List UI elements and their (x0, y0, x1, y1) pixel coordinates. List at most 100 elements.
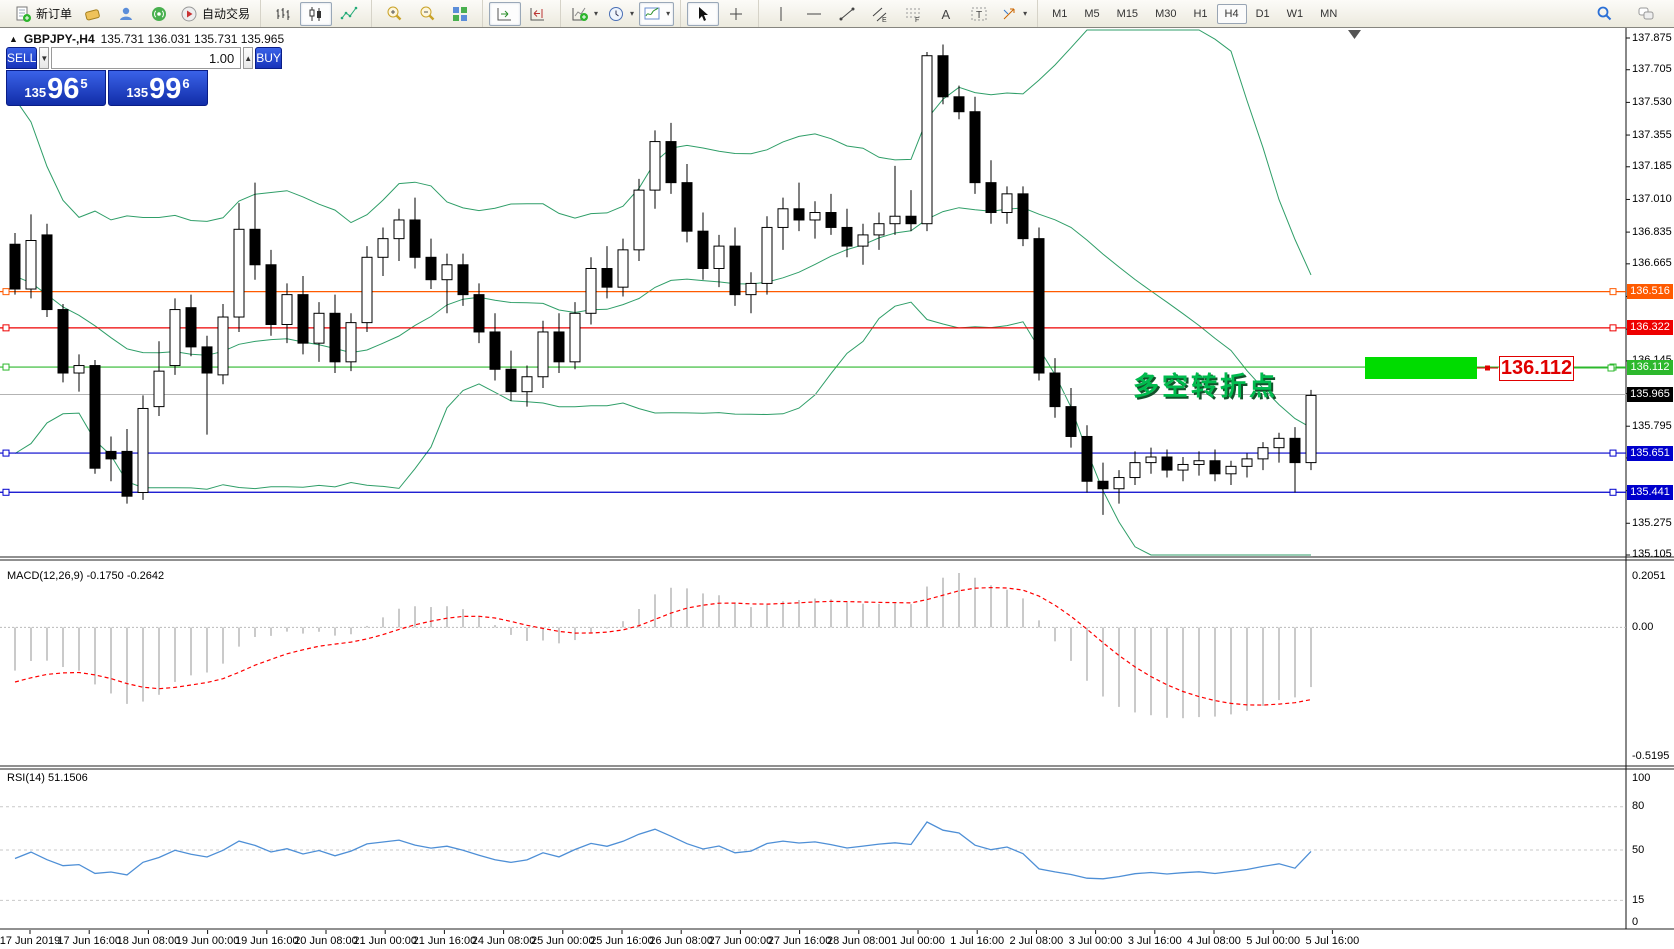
timeframe-m5[interactable]: M5 (1084, 7, 1100, 20)
horizontal-line-button[interactable] (798, 2, 830, 26)
buy-price-button[interactable]: 135 99 6 (108, 70, 208, 106)
time-axis-label[interactable]: 21 Jun 00:00 (353, 935, 417, 947)
time-axis-label[interactable]: 24 Jun 08:00 (471, 935, 536, 947)
bull-candle (217, 316, 229, 376)
chart-shift-marker[interactable] (1348, 30, 1361, 39)
bollinger-middle-band[interactable] (14, 207, 1312, 429)
chart-shift-button[interactable] (522, 2, 554, 26)
sell-button[interactable]: SELL (6, 47, 38, 69)
time-axis-label[interactable]: 25 Jun 16:00 (590, 935, 654, 947)
trendline-button[interactable] (831, 2, 863, 26)
time-axis-label[interactable]: 4 Jul 08:00 (1187, 935, 1241, 947)
volume-increase-button[interactable]: ▲ (243, 47, 254, 69)
timeframe-m1[interactable]: M1 (1052, 7, 1068, 20)
template-icon (644, 7, 660, 19)
time-axis-label[interactable]: 20 Jun 08:00 (294, 935, 358, 947)
timeframe-m30[interactable]: M30 (1155, 7, 1177, 20)
time-axis-label[interactable]: 1 Jul 00:00 (891, 935, 945, 947)
collapse-arrow-icon[interactable]: ▲ (9, 34, 18, 44)
time-axis-label[interactable]: 17 Jun 2019 (0, 935, 61, 947)
buy-button[interactable]: BUY (255, 47, 282, 69)
time-axis-label[interactable]: 21 Jun 16:00 (412, 935, 477, 947)
time-axis-label[interactable]: 19 Jun 00:00 (175, 935, 240, 947)
periods-button[interactable]: ▾ (603, 2, 638, 26)
time-axis-label[interactable]: 25 Jun 00:00 (530, 935, 595, 947)
pivot-line-anchor[interactable] (2, 363, 10, 371)
chat-button[interactable] (1630, 2, 1662, 26)
line-chart-button[interactable] (333, 2, 365, 26)
resistance-line-1-anchor[interactable] (2, 288, 10, 296)
time-axis-label[interactable]: 3 Jul 16:00 (1127, 935, 1182, 947)
zoom-in-button[interactable] (378, 2, 410, 26)
support-line-2-anchor[interactable] (1609, 488, 1617, 496)
rsi-line (14, 821, 1312, 880)
time-axis-label[interactable]: 5 Jul 00:00 (1246, 935, 1301, 947)
bollinger-upper-band[interactable] (14, 29, 1312, 276)
price-tag-136.112: 136.112 (1627, 359, 1673, 375)
timeframe-h1[interactable]: H1 (1193, 7, 1208, 20)
time-axis-label[interactable]: 1 Jul 16:00 (950, 935, 1005, 947)
support-line-2-anchor[interactable] (2, 488, 10, 496)
signals-button[interactable] (143, 2, 175, 26)
new-order-button[interactable]: 新订单 (10, 2, 76, 26)
pivot-line-anchor[interactable] (1607, 364, 1615, 372)
equidistant-channel-button[interactable]: E (864, 2, 896, 26)
resistance-line-2-anchor[interactable] (2, 324, 10, 332)
vertical-line-button[interactable] (765, 2, 797, 26)
time-axis-label[interactable]: 2 Jul 08:00 (1009, 935, 1064, 947)
templates-button[interactable]: ▾ (639, 1, 675, 26)
bollinger-bands (14, 29, 1312, 556)
zoom-out-button[interactable] (411, 2, 443, 26)
support-line-1-anchor[interactable] (2, 449, 10, 457)
time-axis-label[interactable]: 17 Jun 16:00 (57, 935, 121, 947)
time-axis-label[interactable]: 5 Jul 16:00 (1305, 935, 1360, 947)
timeframe-d1[interactable]: D1 (1255, 7, 1270, 20)
arrows-button[interactable]: ▾ (996, 2, 1031, 26)
chart-annotation-text[interactable]: 多空转折点 (1133, 371, 1279, 401)
bollinger-lower-band[interactable] (14, 301, 1311, 556)
price-tick-label: 135.795 (1632, 419, 1672, 432)
volume-decrease-button[interactable]: ▼ (39, 47, 50, 69)
time-axis-label[interactable]: 26 Jun 08:00 (649, 935, 713, 947)
support-line-1-anchor[interactable] (1609, 449, 1617, 457)
text-button[interactable]: A (930, 2, 962, 26)
time-axis-label[interactable]: 27 Jun 16:00 (767, 935, 832, 947)
text-label-button[interactable]: T (963, 2, 995, 26)
bear-candle (553, 331, 565, 363)
candlestick-series[interactable] (9, 44, 1317, 515)
crosshair-button[interactable] (720, 2, 752, 26)
community-button[interactable] (110, 2, 142, 26)
callout-anchor[interactable] (1485, 365, 1490, 371)
tile-windows-button[interactable] (444, 2, 476, 26)
price-callout-label[interactable]: 136.112 (1499, 356, 1574, 381)
time-axis-label[interactable]: 28 Jun 08:00 (826, 935, 891, 947)
volume-input[interactable] (51, 47, 242, 69)
time-axis-label[interactable]: 19 Jun 16:00 (234, 935, 299, 947)
bear-candle (1017, 193, 1029, 240)
time-axis-label[interactable]: 3 Jul 00:00 (1068, 935, 1123, 947)
cursor-button[interactable] (687, 1, 720, 26)
fibonacci-button[interactable]: F (897, 2, 929, 26)
auto-scroll-button[interactable] (489, 1, 522, 26)
autotrading-button[interactable]: 自动交易 (176, 2, 254, 26)
sell-price-button[interactable]: 135 96 5 (6, 70, 106, 106)
time-axis-label[interactable]: 18 Jun 08:00 (116, 935, 181, 947)
autotrading-button-label: 自动交易 (202, 7, 251, 21)
history-center-button[interactable] (77, 2, 109, 26)
time-axis-label[interactable]: 27 Jun 00:00 (708, 935, 773, 947)
resistance-line-1-anchor[interactable] (1609, 288, 1617, 296)
bull-candle (73, 365, 85, 374)
candlestick-button[interactable] (300, 1, 333, 26)
indicators-button[interactable]: ▾ (567, 2, 602, 26)
timeframe-w1[interactable]: W1 (1286, 7, 1304, 20)
green-zone-rectangle[interactable] (1365, 357, 1477, 379)
timeframe-h4[interactable]: H4 (1216, 3, 1247, 24)
bear-candle (297, 294, 309, 344)
search-button[interactable] (1588, 2, 1620, 26)
resistance-line-2-anchor[interactable] (1609, 324, 1617, 332)
bar-chart-button[interactable] (267, 2, 299, 26)
bull-candle (809, 212, 821, 221)
timeframe-mn[interactable]: MN (1320, 7, 1338, 20)
timeframe-m15[interactable]: M15 (1116, 7, 1139, 20)
